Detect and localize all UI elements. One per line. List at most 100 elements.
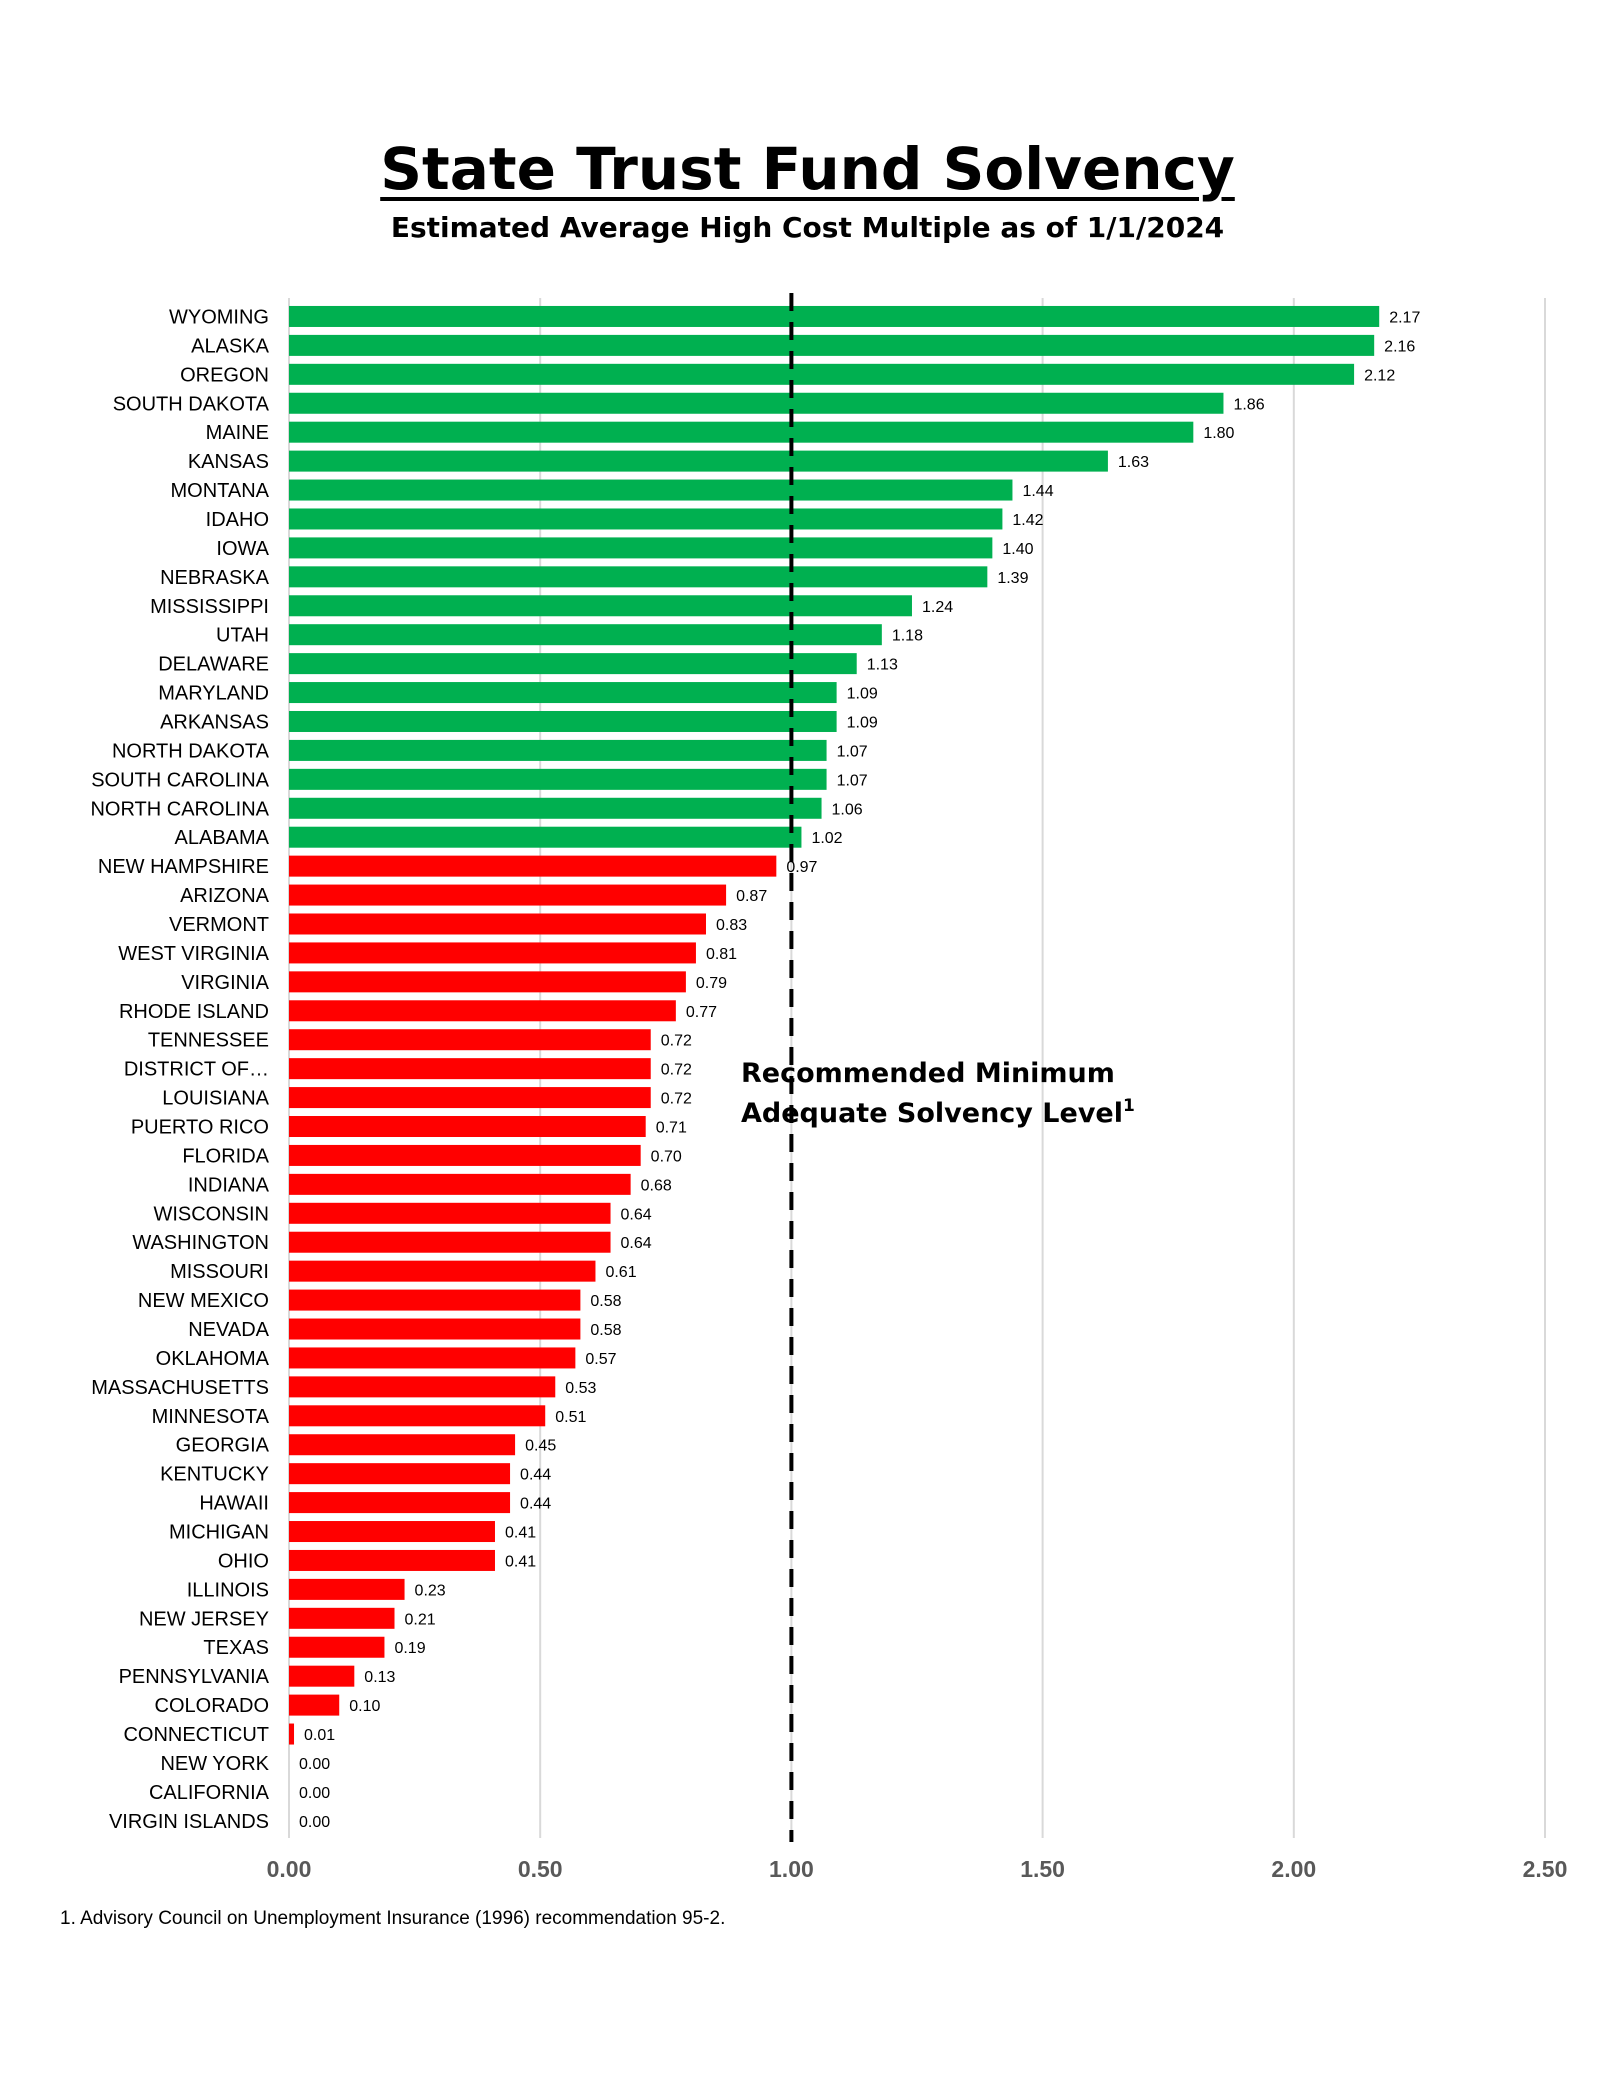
data-label: 0.97 [786,859,817,876]
x-tick-label: 1.00 [769,1856,814,1882]
chart-subtitle: Estimated Average High Cost Multiple as … [390,211,1225,244]
bar [289,1665,355,1687]
category-label: FLORIDA [182,1145,269,1167]
category-label: SOUTH DAKOTA [113,393,270,415]
bar [289,1202,611,1224]
data-label: 0.83 [716,917,747,934]
category-label: MINNESOTA [152,1406,270,1428]
bar [289,479,1013,501]
bar [289,682,837,704]
category-label: NEW YORK [160,1753,269,1775]
category-label: MISSOURI [170,1261,269,1283]
category-label: WASHINGTON [132,1232,269,1254]
bar [289,1549,495,1571]
data-label: 0.57 [585,1351,616,1368]
category-label: TENNESSEE [148,1030,269,1052]
bar [289,1723,295,1745]
reference-label-line1: Recommended Minimum [741,1058,1115,1089]
x-tick-label: 2.50 [1523,1856,1568,1882]
data-label: 0.44 [520,1496,551,1513]
category-label: KANSAS [188,451,269,473]
data-label: 0.13 [364,1669,395,1686]
category-label: WYOMING [169,306,269,328]
category-label: DISTRICT OF… [124,1059,269,1081]
bar [289,739,827,761]
bar [289,421,1194,443]
category-label: KENTUCKY [160,1464,269,1486]
category-label: VERMONT [169,914,269,936]
data-label: 1.09 [847,714,878,731]
bar [289,1694,340,1716]
data-label: 1.18 [892,628,923,645]
data-label: 0.77 [686,1004,717,1021]
data-label: 0.64 [621,1235,652,1252]
bar [289,334,1375,356]
bar [289,913,706,935]
data-label: 1.42 [1012,512,1043,529]
data-label: 0.71 [656,1120,687,1137]
category-label: ARKANSAS [160,711,269,733]
category-label: ALABAMA [175,827,270,849]
data-label: 2.17 [1389,309,1420,326]
category-label: WEST VIRGINIA [118,943,269,965]
bar [289,1607,395,1629]
category-label: INDIANA [188,1174,270,1196]
x-tick-label: 0.00 [267,1856,312,1882]
data-label: 1.13 [867,657,898,674]
data-label: 0.81 [706,946,737,963]
data-label: 0.53 [565,1380,596,1397]
chart-title: State Trust Fund Solvency [0,140,1615,198]
bar [289,624,882,646]
data-label: 0.61 [605,1264,636,1281]
category-label: NEW HAMPSHIRE [98,856,269,878]
category-label: TEXAS [203,1637,269,1659]
category-label: NEW MEXICO [138,1290,269,1312]
bar [289,363,1355,385]
category-label: OREGON [180,364,269,386]
category-label: MISSISSIPPI [150,596,269,618]
data-label: 0.00 [299,1785,330,1802]
category-label: VIRGIN ISLANDS [109,1811,269,1833]
category-label: ILLINOIS [187,1579,269,1601]
data-label: 2.16 [1384,338,1415,355]
category-label: NEVADA [188,1319,269,1341]
data-label: 1.07 [837,743,868,760]
data-label: 0.68 [641,1177,672,1194]
data-label: 1.44 [1022,483,1053,500]
bar [289,595,912,617]
bar [289,1347,576,1369]
category-label: PUERTO RICO [131,1117,269,1139]
chart-title-text: State Trust Fund Solvency [380,135,1235,203]
data-label: 0.72 [661,1062,692,1079]
data-label: 0.00 [299,1756,330,1773]
reference-label-line2: Adequate Solvency Level1 [741,1096,1135,1129]
data-label: 0.64 [621,1206,652,1223]
category-label: MAINE [206,422,269,444]
category-label: HAWAII [199,1493,269,1515]
data-label: 2.12 [1364,367,1395,384]
data-label: 0.70 [651,1148,682,1165]
bar [289,1318,581,1340]
data-label: 1.63 [1118,454,1149,471]
bar [289,1173,631,1195]
data-label: 0.51 [555,1409,586,1426]
category-label: PENNSYLVANIA [119,1666,270,1688]
bar [289,305,1380,327]
data-label: 1.24 [922,599,953,616]
category-label: IDAHO [206,509,269,531]
bar [289,566,988,588]
category-label: NORTH DAKOTA [112,740,270,762]
category-label: WISCONSIN [153,1203,269,1225]
data-label: 0.72 [661,1091,692,1108]
bar [289,884,727,906]
bar [289,392,1224,414]
data-label: 0.44 [520,1467,551,1484]
category-label: COLORADO [155,1695,269,1717]
data-label: 1.86 [1233,396,1264,413]
category-label: NEW JERSEY [139,1608,269,1630]
data-label: 0.01 [304,1727,335,1744]
reference-label-superscript: 1 [1123,1096,1135,1116]
data-label: 1.39 [997,570,1028,587]
bar [289,1463,511,1485]
